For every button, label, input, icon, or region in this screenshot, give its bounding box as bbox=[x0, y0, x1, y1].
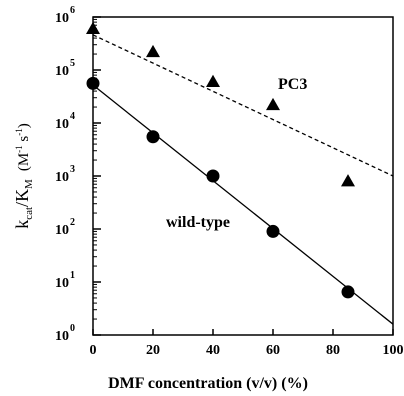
data-point-pc3 bbox=[86, 21, 100, 35]
data-point-pc3 bbox=[266, 97, 280, 111]
y-tick-label: 10 bbox=[55, 276, 69, 291]
data-point-wild-type bbox=[341, 285, 355, 299]
x-tick-label: 60 bbox=[266, 343, 280, 358]
y-axis-title-unit-s: s bbox=[16, 136, 32, 146]
y-axis-title-unit-exp2: -1 bbox=[14, 128, 24, 136]
data-point-wild-type bbox=[206, 169, 220, 183]
y-axis-title: kcat/KM(M-1 s-1) bbox=[12, 123, 35, 229]
y-tick-label: 10 bbox=[55, 223, 69, 238]
y-tick-label: 10 bbox=[55, 11, 69, 26]
data-point-wild-type bbox=[146, 130, 160, 144]
x-tick-label: 0 bbox=[90, 343, 97, 358]
data-point-wild-type bbox=[266, 224, 280, 238]
y-tick-exponent: 3 bbox=[70, 164, 75, 175]
x-tick-label: 20 bbox=[146, 343, 160, 358]
y-axis-title-sub-m: M bbox=[23, 179, 35, 189]
series-label-pc3: PC3 bbox=[278, 76, 307, 93]
fit-line-wild-type bbox=[92, 84, 394, 325]
data-points bbox=[86, 21, 355, 299]
fit-line-pc3 bbox=[92, 34, 394, 177]
data-point-wild-type bbox=[86, 76, 100, 90]
y-tick-exponent: 5 bbox=[70, 58, 75, 69]
y-axis-title-unit-open: (M bbox=[16, 153, 32, 171]
y-tick-exponent: 0 bbox=[70, 323, 75, 334]
y-tick-label: 10 bbox=[55, 329, 69, 344]
x-tick-label: 40 bbox=[206, 343, 220, 358]
y-tick-exponent: 4 bbox=[70, 111, 75, 122]
y-axis-title-sub-cat: cat bbox=[23, 207, 35, 220]
x-tick-label: 80 bbox=[326, 343, 340, 358]
y-tick-exponent: 6 bbox=[70, 5, 75, 16]
y-axis-title-km: /K bbox=[12, 189, 32, 207]
y-tick-exponent: 2 bbox=[70, 217, 75, 228]
y-tick-label: 10 bbox=[55, 117, 69, 132]
y-tick-exponent: 1 bbox=[70, 270, 75, 281]
data-point-pc3 bbox=[146, 44, 160, 58]
y-axis-title-unit-close: ) bbox=[16, 123, 32, 128]
y-axis-title-k: k bbox=[12, 220, 32, 229]
y-tick-label: 10 bbox=[55, 64, 69, 79]
fit-lines bbox=[92, 34, 394, 325]
x-axis-ticks: 0 20 40 60 80 100 bbox=[90, 329, 404, 358]
data-point-pc3 bbox=[341, 174, 355, 187]
x-tick-label: 100 bbox=[383, 343, 404, 358]
x-axis-title: DMF concentration (v/v) (%) bbox=[108, 375, 308, 392]
y-tick-label: 10 bbox=[55, 170, 69, 185]
y-axis-title-unit-exp1: -1 bbox=[14, 145, 24, 153]
series-label-wild-type: wild-type bbox=[166, 214, 230, 231]
data-point-pc3 bbox=[206, 74, 220, 88]
